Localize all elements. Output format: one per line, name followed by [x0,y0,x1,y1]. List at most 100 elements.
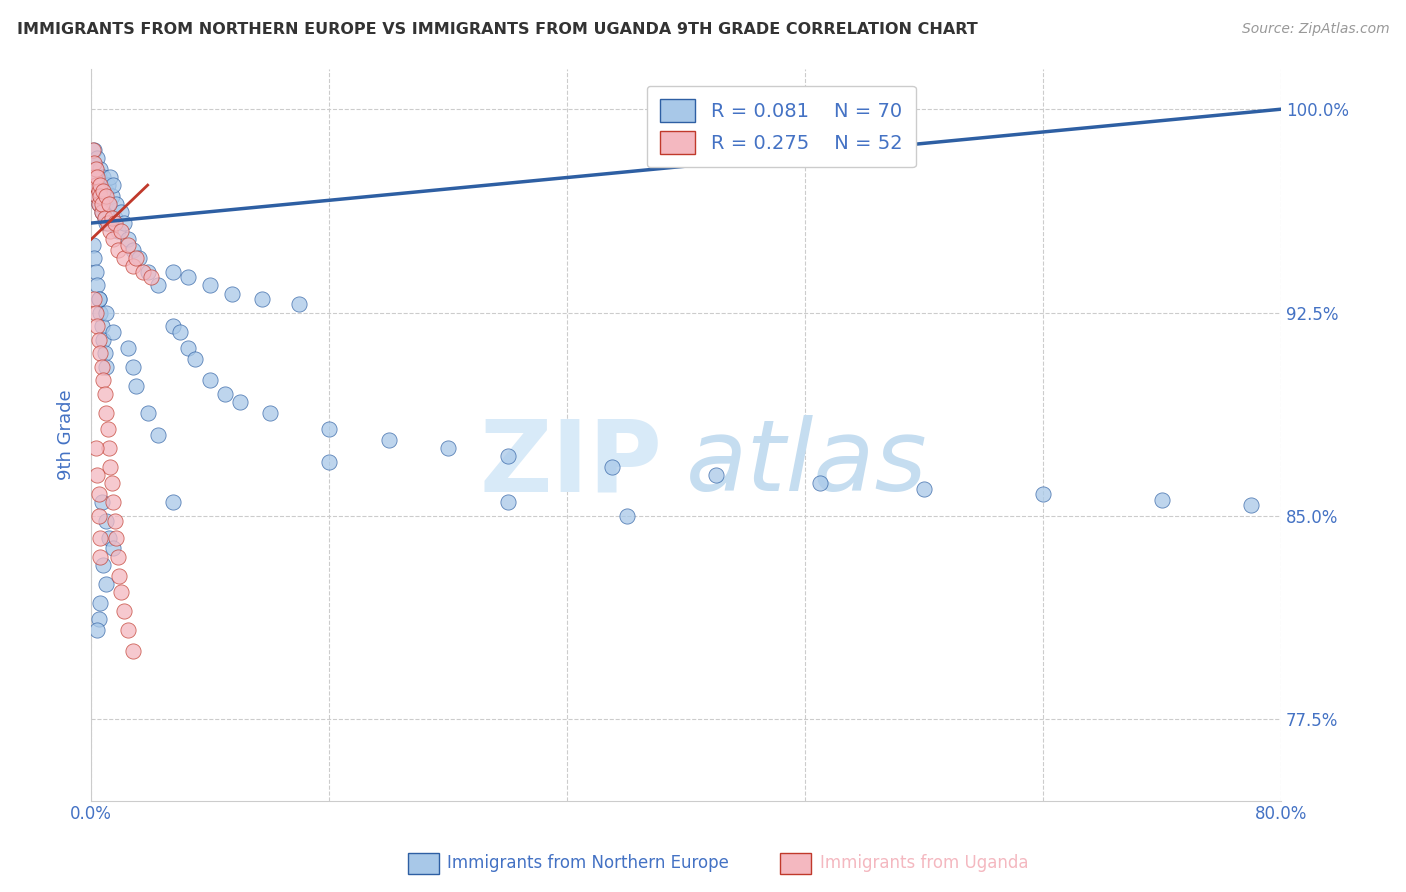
Point [136,406,159,420]
Point [90,205,112,219]
Point [89,305,111,319]
Point [600,460,623,475]
Point [117,341,139,355]
Point [117,623,139,637]
Point [84,441,107,455]
Point [90,205,112,219]
Point [83,143,105,157]
Point [83,292,105,306]
Point [121,359,143,374]
Point [87,292,110,306]
Point [89,531,111,545]
Point [98,441,121,455]
Point [377,433,399,447]
Point [90,178,112,193]
Point [86,278,108,293]
Point [87,292,110,306]
Point [103,541,125,556]
Point [110,224,132,238]
Point [101,476,124,491]
Point [87,333,110,347]
Point [90,197,112,211]
Point [90,359,112,374]
Point [110,205,132,219]
Point [91,333,114,347]
Point [105,531,128,545]
Point [121,644,143,658]
Point [117,237,139,252]
Point [84,265,107,279]
Point [83,156,105,170]
Point [94,189,117,203]
Point [107,243,129,257]
Point [96,216,118,230]
Point [83,169,105,184]
Point [86,189,108,203]
Point [98,197,121,211]
Point [139,270,162,285]
Point [87,169,110,184]
Point [177,270,200,285]
Point [86,468,108,483]
Point [86,623,108,637]
Point [103,325,125,339]
Point [89,549,111,564]
Point [229,395,252,409]
Point [93,197,115,211]
Point [107,224,129,238]
Point [83,252,105,266]
Point [90,495,112,509]
Point [162,319,184,334]
Point [98,531,121,545]
Point [82,143,104,157]
Point [86,319,108,334]
Point [100,460,122,475]
Point [103,495,125,509]
Point [100,169,122,184]
Text: Immigrants from Uganda: Immigrants from Uganda [820,855,1028,872]
Point [105,197,128,211]
Point [93,387,115,401]
Point [94,216,117,230]
Point [110,584,132,599]
Point [107,549,129,564]
Point [103,178,125,193]
FancyBboxPatch shape [408,853,439,874]
Point [100,224,122,238]
Point [84,161,107,176]
Point [94,359,117,374]
Point [437,441,460,455]
Point [125,378,148,392]
Text: ZIP: ZIP [479,416,662,512]
Point [259,406,281,420]
Point [112,216,135,230]
Point [104,216,127,230]
Point [169,325,191,339]
Point [112,604,135,618]
Point [98,197,121,211]
Point [87,508,110,523]
Point [87,184,110,198]
Point [136,265,159,279]
Point [93,211,115,225]
Point [198,278,221,293]
Point [84,305,107,319]
Point [86,189,108,203]
Point [96,178,118,193]
Point [104,211,127,225]
Point [121,243,143,257]
Point [83,169,105,184]
Point [1240,498,1263,512]
Point [87,612,110,626]
Point [94,305,117,319]
Point [94,406,117,420]
Point [84,178,107,193]
Point [221,286,243,301]
Point [496,495,519,509]
Point [808,476,831,491]
Point [288,297,311,311]
Point [912,482,935,496]
Point [89,178,111,193]
Point [89,596,111,610]
Point [125,252,148,266]
